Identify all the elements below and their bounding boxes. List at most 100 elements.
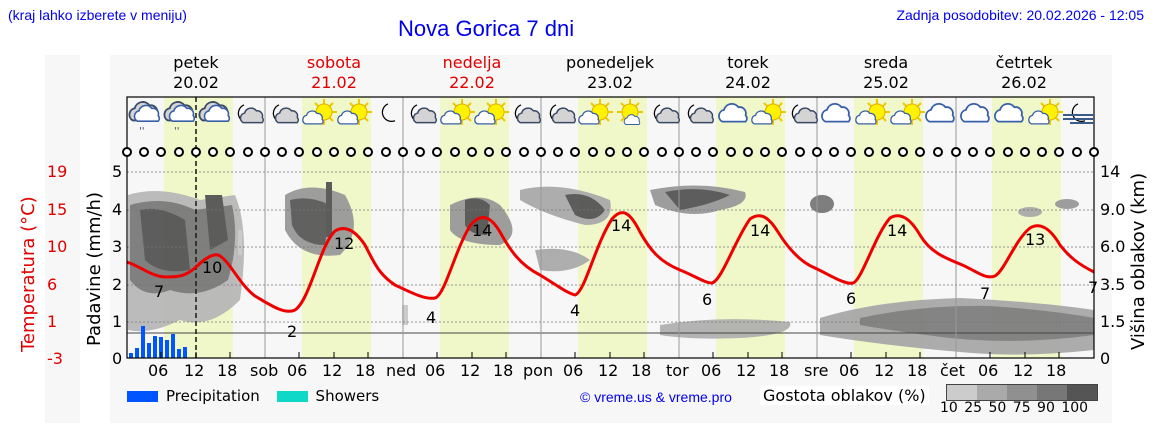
cloud-rain-icon: ''	[128, 101, 161, 137]
credit-link[interactable]: © vreme.us & vreme.pro	[580, 389, 732, 405]
temp-tick: 6	[47, 275, 58, 294]
temp-tick: 15	[47, 200, 68, 219]
temp-value: 4	[570, 301, 581, 320]
day-header-2: nedelja 22.02	[442, 53, 502, 92]
x-tick: 18	[769, 361, 790, 380]
temp-value: 2	[287, 322, 298, 341]
x-tick: sre	[804, 361, 829, 380]
x-tick: 18	[493, 361, 514, 380]
temp-value: 12	[334, 234, 355, 253]
x-tick: 06	[839, 361, 860, 380]
day-header-0: petek 20.02	[173, 53, 219, 92]
x-tick: 12	[736, 361, 757, 380]
moon-fog-icon	[1063, 103, 1094, 124]
last-updated: Zadnja posodobitev: 20.02.2026 - 12:05	[896, 7, 1144, 23]
svg-text:'': ''	[139, 126, 145, 137]
precip-tick: 4	[112, 200, 123, 219]
precip-tick: 0	[112, 349, 123, 368]
x-tick: 18	[907, 361, 928, 380]
cloud-density-scale-labels: 10 25 50 75 90 100	[940, 400, 1089, 416]
x-tick: 06	[563, 361, 584, 380]
svg-text:'': ''	[174, 126, 180, 137]
temperature-axis-panel	[45, 55, 80, 423]
precip-tick: 2	[112, 275, 123, 294]
x-tick: 12	[322, 361, 343, 380]
x-tick: ned	[386, 361, 417, 380]
moon-icon	[381, 103, 396, 123]
cloud-tick: 1.5	[1100, 312, 1126, 331]
showers-legend-label: Showers	[315, 387, 380, 405]
temp-value: 7	[980, 284, 991, 303]
day-header-5: sreda 25.02	[863, 53, 909, 92]
moon-cloud-icon	[687, 104, 715, 124]
precip-tick: 1	[112, 312, 123, 331]
temp-value: 6	[846, 289, 857, 308]
moon-cloud-icon	[272, 104, 300, 124]
temp-value: 6	[702, 290, 713, 309]
x-tick: 06	[148, 361, 169, 380]
moon-cloud-icon	[237, 104, 265, 124]
moon-cloud-icon	[653, 104, 681, 124]
hour-ticks	[160, 352, 1060, 358]
x-tick: 18	[1046, 361, 1067, 380]
x-tick: 06	[287, 361, 308, 380]
temp-value: 4	[426, 308, 437, 327]
temp-value: 13	[1025, 230, 1046, 249]
temp-value: 14	[472, 221, 493, 240]
temp-tick: 19	[47, 162, 68, 181]
x-tick: 12	[184, 361, 205, 380]
precip-tick: 3	[112, 237, 123, 256]
temp-value: 7	[1088, 278, 1099, 297]
x-tick: čet	[940, 361, 965, 380]
showers-swatch	[276, 391, 308, 402]
cloud-icon	[925, 102, 955, 123]
precipitation-bars	[129, 326, 187, 358]
cloud-icon	[821, 102, 851, 123]
cloud-tick: 0	[1100, 349, 1111, 368]
cloud-tick: 6.0	[1100, 237, 1126, 256]
temp-tick: -3	[47, 349, 63, 368]
grid-lines	[127, 171, 1094, 323]
temp-value: 14	[887, 221, 908, 240]
x-tick: 12	[598, 361, 619, 380]
temp-value: 7	[154, 282, 165, 301]
x-tick: 06	[978, 361, 999, 380]
x-tick: tor	[666, 361, 689, 380]
x-tick: 12	[460, 361, 481, 380]
temp-value: 14	[611, 216, 632, 235]
temp-value: 10	[202, 258, 223, 277]
moon-cloud-icon	[410, 104, 438, 124]
moon-cloud-icon	[549, 104, 577, 124]
cloud-tick: 3.5	[1100, 275, 1126, 294]
day-header-3: ponedeljek 23.02	[566, 53, 654, 92]
cloud-density-scale	[946, 384, 1098, 401]
x-tick: pon	[523, 361, 554, 380]
cloud-rain-icon: ''	[163, 101, 196, 137]
precipitation-swatch	[127, 391, 158, 402]
weather-icon-row: '' ''	[128, 98, 1094, 137]
time-dot-row	[122, 147, 1099, 157]
temperature-line	[126, 211, 1095, 313]
temp-value: 14	[750, 221, 771, 240]
location-hint: (kraj lahko izberete v meniju)	[8, 7, 187, 23]
x-tick: 18	[217, 361, 238, 380]
day-header-6: četrtek 26.02	[995, 53, 1053, 92]
x-tick: 06	[425, 361, 446, 380]
x-tick: 12	[1013, 361, 1034, 380]
day-header-1: sobota 21.02	[306, 53, 362, 92]
moon-cloud-icon	[791, 104, 819, 124]
x-tick: 18	[631, 361, 652, 380]
temp-tick: 1	[47, 312, 58, 331]
page-title: Nova Gorica 7 dni	[398, 16, 575, 41]
cloud-density-label: Gostota oblakov (%)	[760, 386, 929, 405]
temp-tick: 10	[47, 237, 68, 256]
cloud-icon	[960, 102, 990, 123]
x-tick: 12	[874, 361, 895, 380]
x-tick: sob	[250, 361, 279, 380]
day-header-4: torek 24.02	[725, 53, 771, 92]
x-tick: 18	[355, 361, 376, 380]
chart-legend: Precipitation Showers	[127, 387, 379, 405]
precip-tick: 5	[112, 162, 123, 181]
moon-cloud-icon	[514, 104, 542, 124]
